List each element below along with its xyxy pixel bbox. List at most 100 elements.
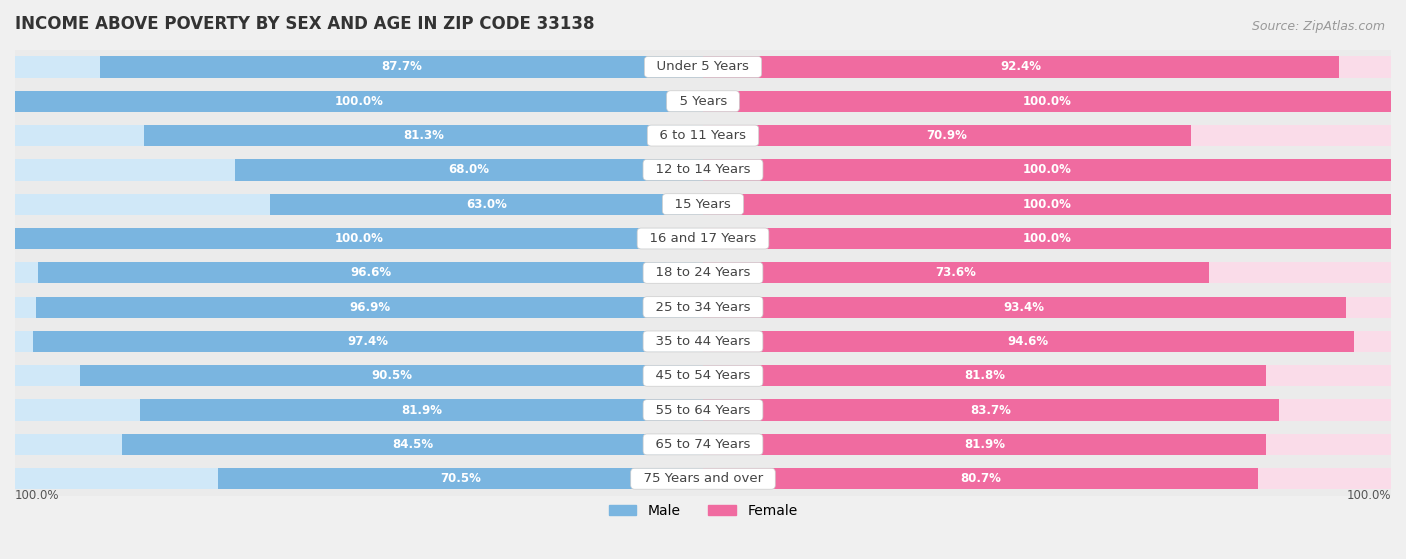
Bar xyxy=(703,331,1391,352)
Bar xyxy=(15,119,1391,153)
Text: 100.0%: 100.0% xyxy=(15,489,59,502)
Text: INCOME ABOVE POVERTY BY SEX AND AGE IN ZIP CODE 33138: INCOME ABOVE POVERTY BY SEX AND AGE IN Z… xyxy=(15,15,595,33)
Bar xyxy=(703,468,1391,489)
Bar xyxy=(15,50,1391,84)
Bar xyxy=(15,56,703,78)
Bar xyxy=(15,324,1391,359)
Text: 81.3%: 81.3% xyxy=(404,129,444,142)
Bar xyxy=(100,56,703,78)
Bar xyxy=(15,91,703,112)
Bar xyxy=(15,359,1391,393)
Bar xyxy=(15,262,703,283)
Bar xyxy=(703,91,1391,112)
Text: 92.4%: 92.4% xyxy=(1000,60,1042,73)
Text: 25 to 34 Years: 25 to 34 Years xyxy=(647,301,759,314)
Text: 73.6%: 73.6% xyxy=(936,266,977,280)
Bar xyxy=(15,468,703,489)
Bar xyxy=(80,365,703,386)
Bar xyxy=(703,91,1391,112)
Bar xyxy=(15,462,1391,496)
Text: 80.7%: 80.7% xyxy=(960,472,1001,485)
Text: 65 to 74 Years: 65 to 74 Years xyxy=(647,438,759,451)
Bar xyxy=(15,228,703,249)
Bar xyxy=(15,365,703,386)
Text: 100.0%: 100.0% xyxy=(335,232,384,245)
Text: 45 to 54 Years: 45 to 54 Years xyxy=(647,369,759,382)
Text: 63.0%: 63.0% xyxy=(465,198,506,211)
Bar xyxy=(703,365,1391,386)
Text: 96.9%: 96.9% xyxy=(349,301,391,314)
Bar xyxy=(32,331,703,352)
Bar xyxy=(15,153,1391,187)
Bar xyxy=(15,296,703,318)
Text: 35 to 44 Years: 35 to 44 Years xyxy=(647,335,759,348)
Text: 100.0%: 100.0% xyxy=(1347,489,1391,502)
Bar xyxy=(139,400,703,421)
Text: 15 Years: 15 Years xyxy=(666,198,740,211)
Bar xyxy=(703,125,1391,146)
Text: 97.4%: 97.4% xyxy=(347,335,388,348)
Text: 12 to 14 Years: 12 to 14 Years xyxy=(647,163,759,177)
Bar xyxy=(270,193,703,215)
Bar xyxy=(703,468,1258,489)
Bar xyxy=(703,365,1265,386)
Bar xyxy=(15,84,1391,119)
Text: 18 to 24 Years: 18 to 24 Years xyxy=(647,266,759,280)
Bar xyxy=(15,193,703,215)
Bar xyxy=(703,56,1391,78)
Text: 90.5%: 90.5% xyxy=(371,369,412,382)
Bar xyxy=(703,262,1391,283)
Bar xyxy=(703,468,1391,489)
Bar xyxy=(703,159,1391,181)
Bar xyxy=(703,262,1209,283)
Bar xyxy=(703,193,1391,215)
Text: 96.6%: 96.6% xyxy=(350,266,391,280)
Text: 68.0%: 68.0% xyxy=(449,163,489,177)
Bar xyxy=(15,427,1391,462)
Bar xyxy=(703,296,1346,318)
Bar xyxy=(703,56,1391,78)
Text: 81.8%: 81.8% xyxy=(965,369,1005,382)
Bar xyxy=(703,434,1391,455)
Bar xyxy=(15,187,1391,221)
Text: 70.9%: 70.9% xyxy=(927,129,967,142)
Bar xyxy=(15,228,703,249)
Bar xyxy=(703,296,1391,318)
Bar xyxy=(15,400,703,421)
Bar xyxy=(703,228,1391,249)
Bar xyxy=(703,56,1339,78)
Text: 75 Years and over: 75 Years and over xyxy=(634,472,772,485)
Bar xyxy=(703,400,1391,421)
Bar xyxy=(15,468,703,489)
Bar xyxy=(15,56,703,78)
Text: 100.0%: 100.0% xyxy=(1022,232,1071,245)
Bar xyxy=(703,434,1391,455)
Bar xyxy=(15,228,703,249)
Text: 16 and 17 Years: 16 and 17 Years xyxy=(641,232,765,245)
Bar xyxy=(235,159,703,181)
Text: 93.4%: 93.4% xyxy=(1004,301,1045,314)
Bar xyxy=(703,125,1191,146)
Bar xyxy=(703,193,1391,215)
Bar xyxy=(703,400,1279,421)
Legend: Male, Female: Male, Female xyxy=(603,498,803,523)
Bar xyxy=(15,434,703,455)
Bar xyxy=(15,255,1391,290)
Text: 100.0%: 100.0% xyxy=(335,94,384,108)
Bar xyxy=(703,400,1391,421)
Bar xyxy=(703,193,1391,215)
Text: 100.0%: 100.0% xyxy=(1022,198,1071,211)
Bar xyxy=(15,365,703,386)
Bar xyxy=(37,296,703,318)
Bar xyxy=(15,125,703,146)
Bar xyxy=(15,262,703,283)
Text: 81.9%: 81.9% xyxy=(401,404,441,416)
Text: 55 to 64 Years: 55 to 64 Years xyxy=(647,404,759,416)
Bar xyxy=(15,331,703,352)
Bar xyxy=(703,125,1391,146)
Bar xyxy=(15,193,703,215)
Bar xyxy=(703,434,1267,455)
Bar xyxy=(15,159,703,181)
Bar xyxy=(703,159,1391,181)
Bar xyxy=(703,331,1354,352)
